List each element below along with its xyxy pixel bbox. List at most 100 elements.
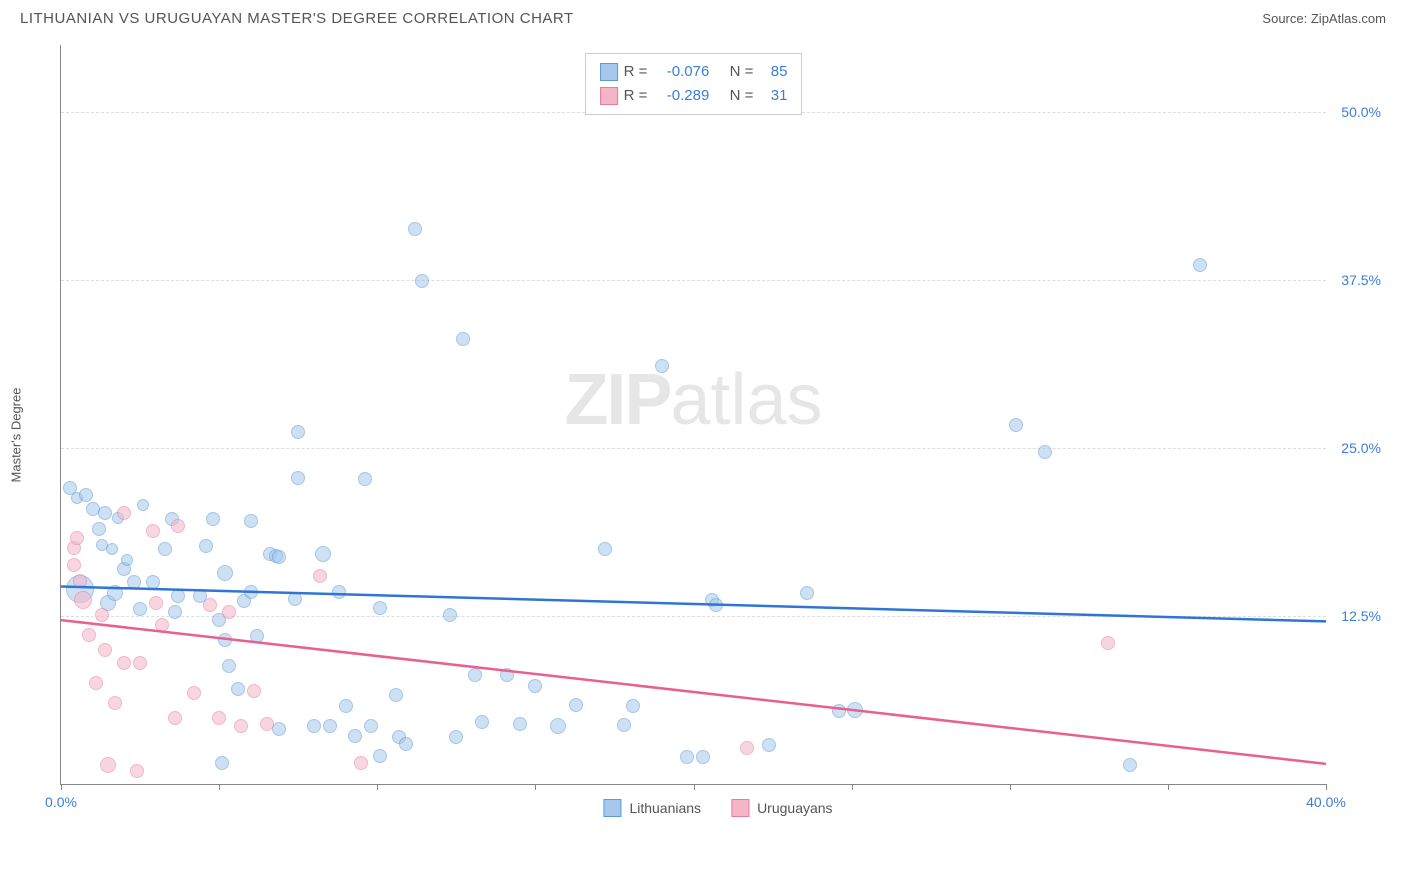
legend-swatch-lithuanians [603,799,621,817]
data-point [709,598,723,612]
data-point [137,499,149,511]
data-point [332,585,346,599]
y-tick-label: 25.0% [1341,440,1381,456]
swatch-lithuanians [600,63,618,81]
data-point [79,488,93,502]
data-point [569,698,583,712]
data-point [373,601,387,615]
data-point [598,542,612,556]
data-point [415,274,429,288]
data-point [655,359,669,373]
source-attribution: Source: ZipAtlas.com [1262,11,1386,26]
data-point [70,531,84,545]
x-tick [1010,784,1011,790]
data-point [291,425,305,439]
data-point [82,628,96,642]
data-point [92,522,106,536]
N-value-lithuanians: 85 [759,60,787,84]
stats-legend: R = -0.076 N = 85 R = -0.289 N = 31 [585,53,803,115]
data-point [244,585,258,599]
N-label-2: N = [730,84,754,108]
watermark-light: atlas [670,360,822,440]
gridline [61,616,1326,617]
watermark: ZIPatlas [564,359,822,441]
data-point [468,668,482,682]
data-point [1101,636,1115,650]
data-point [250,629,264,643]
source-name: ZipAtlas.com [1311,11,1386,26]
legend-label-lithuanians: Lithuanians [629,800,701,816]
data-point [133,656,147,670]
data-point [67,558,81,572]
data-point [231,682,245,696]
y-tick-label: 50.0% [1341,104,1381,120]
data-point [199,539,213,553]
data-point [158,542,172,556]
R-value-uruguayans: -0.289 [653,84,709,108]
x-tick [377,784,378,790]
data-point [121,554,133,566]
data-point [133,602,147,616]
data-point [73,574,87,588]
data-point [89,676,103,690]
gridline [61,280,1326,281]
R-value-lithuanians: -0.076 [653,60,709,84]
data-point [215,756,229,770]
data-point [117,656,131,670]
x-tick [1326,784,1327,790]
data-point [127,575,141,589]
data-point [117,506,131,520]
data-point [107,585,123,601]
stats-row-uruguayans: R = -0.289 N = 31 [600,84,788,108]
R-label-2: R = [624,84,648,108]
legend-swatch-uruguayans [731,799,749,817]
data-point [217,565,233,581]
data-point [1193,258,1207,272]
data-point [168,711,182,725]
legend-label-uruguayans: Uruguayans [757,800,833,816]
data-point [456,332,470,346]
data-point [364,719,378,733]
y-tick-label: 12.5% [1341,608,1381,624]
data-point [1009,418,1023,432]
data-point [98,643,112,657]
data-point [323,719,337,733]
data-point [373,749,387,763]
data-point [222,605,236,619]
y-tick-label: 37.5% [1341,272,1381,288]
data-point [260,717,274,731]
data-point [1123,758,1137,772]
data-point [475,715,489,729]
data-point [187,686,201,700]
data-point [762,738,776,752]
data-point [307,719,321,733]
x-tick-label: 40.0% [1306,794,1346,810]
data-point [146,524,160,538]
data-point [617,718,631,732]
data-point [130,764,144,778]
data-point [847,702,863,718]
chart-title: LITHUANIAN VS URUGUAYAN MASTER'S DEGREE … [20,10,574,27]
data-point [313,569,327,583]
legend-item-uruguayans: Uruguayans [731,799,833,817]
data-point [74,591,92,609]
data-point [171,589,185,603]
x-tick [61,784,62,790]
data-point [528,679,542,693]
data-point [513,717,527,731]
data-point [443,608,457,622]
chart-container: Master's Degree ZIPatlas R = -0.076 N = … [50,35,1386,835]
x-tick [694,784,695,790]
stats-row-lithuanians: R = -0.076 N = 85 [600,60,788,84]
data-point [108,696,122,710]
data-point [358,472,372,486]
x-tick [535,784,536,790]
data-point [171,519,185,533]
x-tick [219,784,220,790]
data-point [399,737,413,751]
data-point [550,718,566,734]
data-point [244,514,258,528]
data-point [626,699,640,713]
data-point [98,506,112,520]
data-point [832,704,846,718]
